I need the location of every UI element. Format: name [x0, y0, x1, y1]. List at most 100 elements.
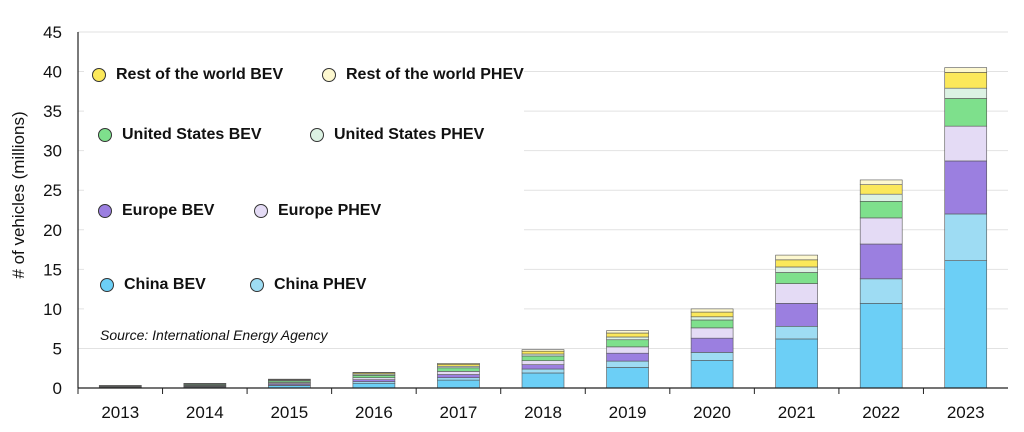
- legend-label-europe-phev: Europe PHEV: [278, 202, 382, 219]
- bar-2018-europe-bev: [521, 364, 565, 370]
- legend-swatch-rest-of-the-world-bev: [92, 68, 106, 82]
- bar-2018-europe-phev: [521, 360, 565, 365]
- bars: [98, 67, 988, 389]
- bar-2020-china-phev: [690, 352, 734, 361]
- legend-item-europe-bev: Europe BEV: [98, 202, 214, 220]
- legend-swatch-united-states-phev: [310, 128, 324, 142]
- y-tick-label-25: 25: [43, 181, 62, 200]
- y-tick-label-20: 20: [43, 221, 62, 240]
- legend-swatch-china-bev: [100, 278, 114, 292]
- bar-2023-china-bev: [944, 260, 988, 389]
- legend-item-rest-of-the-world-bev: Rest of the world BEV: [92, 66, 283, 84]
- bar-2022-europe-bev: [859, 243, 903, 280]
- bar-2019-rest-of-the-world-phev: [606, 330, 649, 334]
- bar-2017-europe-bev: [437, 374, 480, 379]
- x-tick-label-2022: 2022: [862, 403, 900, 422]
- legend-label-rest-of-the-world-bev: Rest of the world BEV: [116, 66, 284, 83]
- bar-2022-china-bev: [859, 303, 903, 389]
- bar-2021-europe-bev: [775, 303, 818, 327]
- legend-swatch-china-phev: [250, 278, 264, 292]
- source-note: Source: International Energy Agency: [100, 327, 328, 343]
- y-tick-label-30: 30: [43, 142, 62, 161]
- bar-2019-united-states-bev: [606, 339, 649, 348]
- legend-label-china-phev: China PHEV: [274, 276, 367, 293]
- y-tick-label-10: 10: [43, 300, 62, 319]
- x-tick-label-2018: 2018: [524, 403, 562, 422]
- x-tick-label-2014: 2014: [186, 403, 224, 422]
- bar-2017-china-phev: [437, 377, 480, 381]
- bar-2016-united-states-bev: [352, 375, 396, 379]
- bar-2021-europe-phev: [775, 283, 818, 304]
- bar-2023-united-states-bev: [944, 98, 988, 127]
- y-tick-label-15: 15: [43, 260, 62, 279]
- bar-2021-rest-of-the-world-bev: [775, 259, 818, 268]
- bar-2017-rest-of-the-world-phev: [437, 363, 480, 365]
- bar-2018-rest-of-the-world-bev: [521, 350, 565, 355]
- legend-swatch-united-states-bev: [98, 128, 112, 142]
- legend-item-china-bev: China BEV: [100, 276, 206, 294]
- bar-2016-china-bev: [352, 382, 396, 389]
- legend-label-united-states-bev: United States BEV: [122, 126, 262, 143]
- bar-2019-rest-of-the-world-bev: [606, 332, 649, 338]
- y-tick-label-40: 40: [43, 63, 62, 82]
- x-tick-label-2016: 2016: [355, 403, 393, 422]
- y-tick-label-0: 0: [53, 379, 62, 398]
- bar-2016-rest-of-the-world-phev: [352, 372, 396, 374]
- x-tick-label-2015: 2015: [270, 403, 308, 422]
- legend-item-united-states-phev: United States PHEV: [310, 126, 484, 144]
- bar-2021-rest-of-the-world-phev: [775, 254, 818, 261]
- legend-swatch-europe-bev: [98, 204, 112, 218]
- bar-2017-europe-phev: [437, 371, 480, 375]
- x-tick-label-2020: 2020: [693, 403, 731, 422]
- bar-2018-china-bev: [521, 372, 565, 389]
- bar-2019-europe-phev: [606, 346, 649, 354]
- bar-2017-united-states-bev: [437, 367, 480, 372]
- legend-item-china-phev: China PHEV: [250, 276, 366, 294]
- bar-2022-rest-of-the-world-bev: [859, 184, 903, 195]
- bar-2019-united-states-phev: [606, 336, 649, 341]
- bar-2020-europe-phev: [690, 327, 734, 339]
- x-tick-label-2017: 2017: [440, 403, 478, 422]
- bar-2023-europe-phev: [944, 125, 988, 162]
- bar-2021-china-phev: [775, 325, 818, 340]
- y-tick-label-45: 45: [43, 23, 62, 42]
- bar-2020-rest-of-the-world-bev: [690, 311, 734, 318]
- bar-2022-china-phev: [859, 278, 903, 304]
- bar-2020-united-states-bev: [690, 319, 734, 329]
- bar-2018-united-states-bev: [521, 355, 565, 362]
- legend-item-united-states-bev: United States BEV: [98, 126, 262, 144]
- bar-2022-united-states-phev: [859, 193, 903, 202]
- legend-label-rest-of-the-world-phev: Rest of the world PHEV: [346, 66, 524, 83]
- bar-2023-rest-of-the-world-phev: [944, 67, 988, 73]
- bar-2022-united-states-bev: [859, 200, 903, 219]
- bar-2021-united-states-bev: [775, 272, 818, 284]
- bar-2023-china-phev: [944, 213, 988, 261]
- tick-labels: 0 5 10 15 20 25 30 35 40 45 2013 2014 2015 2016 2017 20…: [43, 23, 985, 422]
- bar-2023-europe-bev: [944, 160, 988, 215]
- bar-2018-china-phev: [521, 368, 565, 374]
- legend-label-china-bev: China BEV: [124, 276, 206, 293]
- x-tick-label-2019: 2019: [609, 403, 647, 422]
- legend-item-europe-phev: Europe PHEV: [254, 202, 381, 220]
- bar-2023-united-states-phev: [944, 87, 988, 99]
- bar-2021-china-bev: [775, 338, 818, 389]
- legend-swatch-europe-phev: [254, 204, 268, 218]
- y-tick-label-5: 5: [53, 339, 62, 358]
- legend-label-united-states-phev: United States PHEV: [334, 126, 485, 143]
- y-tick-label-35: 35: [43, 102, 62, 121]
- legend-item-rest-of-the-world-phev: Rest of the world PHEV: [322, 66, 524, 84]
- x-tick-label-2013: 2013: [101, 403, 139, 422]
- x-tick-label-2021: 2021: [778, 403, 816, 422]
- bar-2019-china-phev: [606, 360, 649, 368]
- bar-2020-europe-bev: [690, 337, 734, 353]
- bar-2022-rest-of-the-world-phev: [859, 179, 903, 185]
- legend-swatch-rest-of-the-world-phev: [322, 68, 336, 82]
- y-axis-label: # of vehicles (millions): [9, 111, 28, 278]
- bar-2020-rest-of-the-world-phev: [690, 308, 734, 313]
- bar-2023-rest-of-the-world-bev: [944, 72, 988, 89]
- legend-label-europe-bev: Europe BEV: [122, 202, 215, 219]
- bar-2021-united-states-phev: [775, 266, 818, 273]
- axes: [77, 32, 1008, 394]
- bar-2018-rest-of-the-world-phev: [521, 349, 565, 352]
- bar-2022-europe-phev: [859, 217, 903, 245]
